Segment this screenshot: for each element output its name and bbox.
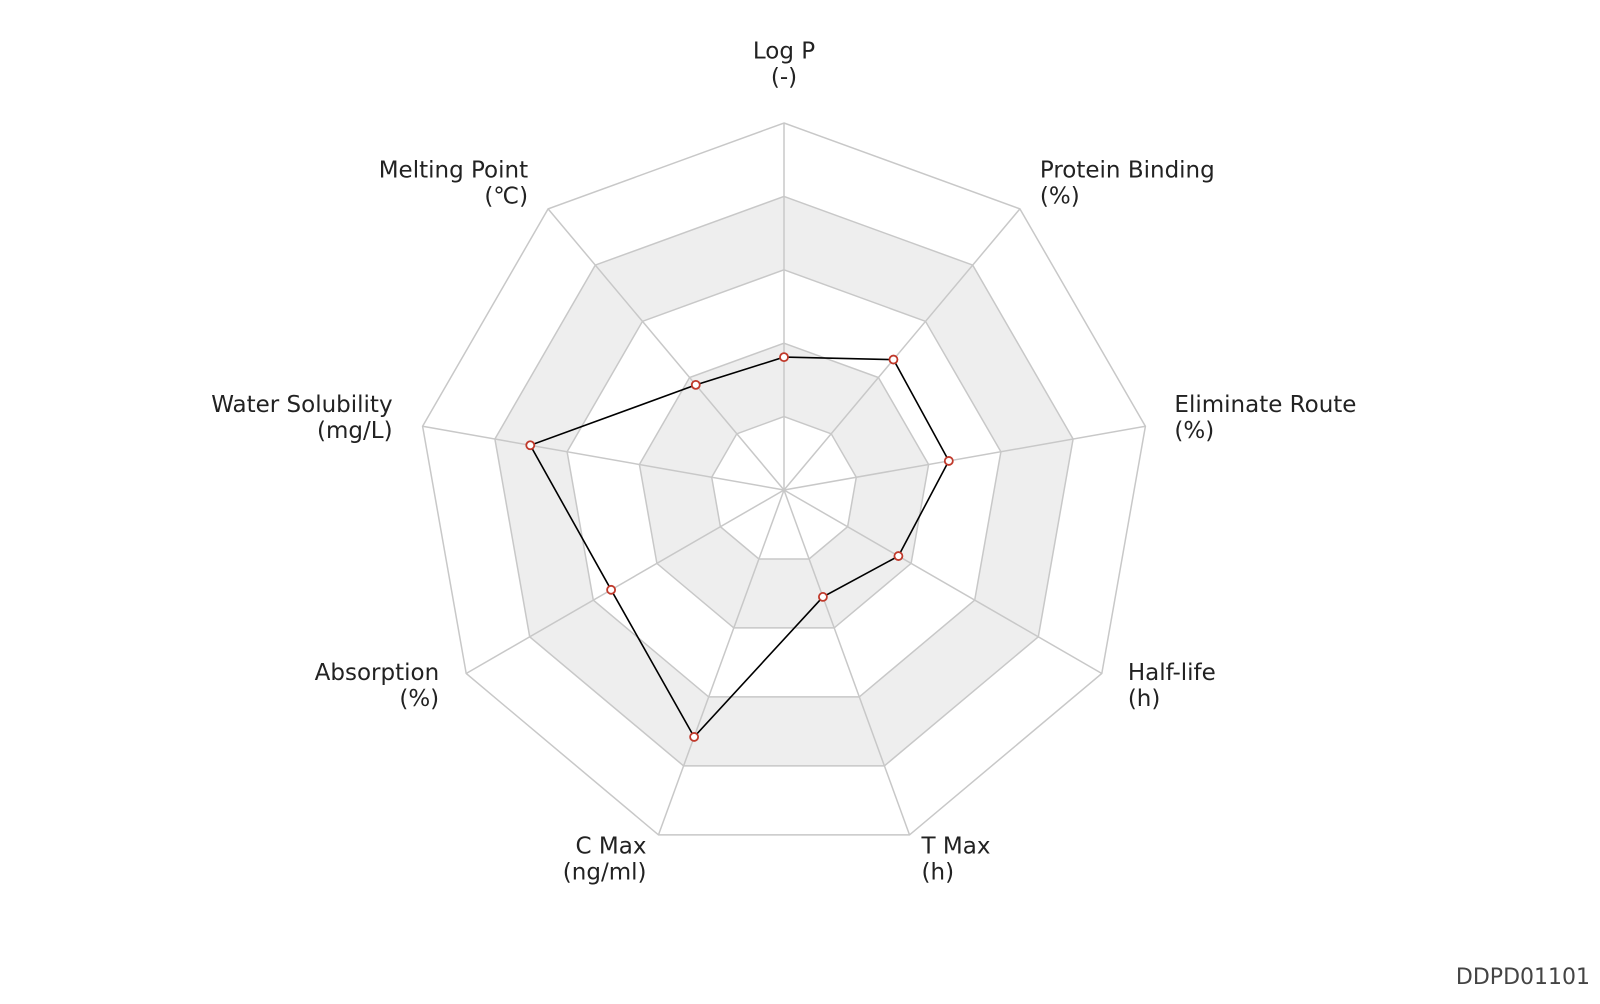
- axis-label: Melting Point: [379, 157, 528, 183]
- grid-ring: [638, 342, 930, 629]
- axis-unit: (h): [1128, 686, 1161, 712]
- axis-spoke: [465, 489, 785, 675]
- axis-spoke: [657, 489, 785, 836]
- data-point: [943, 456, 954, 466]
- data-line: [529, 356, 950, 739]
- axis-spoke: [422, 425, 785, 491]
- axis-unit: (%): [399, 686, 439, 712]
- axis-label: Log P: [753, 39, 815, 65]
- data-layer: [525, 352, 954, 742]
- axis-unit: (mg/L): [317, 418, 393, 444]
- data-point: [779, 352, 789, 363]
- axis-label: Eliminate Route: [1174, 392, 1356, 418]
- axis-spoke: [783, 489, 911, 836]
- axis-unit: (℃): [484, 183, 528, 209]
- grid-ring: [421, 122, 1147, 836]
- axis-spoke: [783, 208, 1021, 491]
- grid-ring: [710, 415, 858, 560]
- axis-label: T Max: [921, 833, 991, 859]
- grid-ring: [494, 195, 1074, 767]
- axis-label: Absorption: [315, 660, 440, 686]
- grid: [421, 122, 1147, 836]
- data-point: [689, 732, 700, 742]
- data-point: [690, 379, 701, 390]
- data-point: [888, 354, 899, 365]
- footer-id: DDPD01101: [1456, 965, 1590, 990]
- axis-unit: (%): [1174, 418, 1214, 444]
- axis-unit: (ng/ml): [563, 859, 647, 885]
- axis-spoke: [547, 208, 785, 491]
- data-point: [606, 584, 616, 595]
- axis-label: C Max: [576, 833, 647, 859]
- axis-spoke: [783, 489, 1103, 675]
- axis-unit: (h): [922, 859, 955, 885]
- axis-label: Half-life: [1128, 660, 1216, 686]
- axis-label: Protein Binding: [1040, 157, 1215, 183]
- axis-unit: (-): [771, 65, 797, 91]
- grid-ring: [566, 269, 1002, 698]
- data-point: [818, 592, 828, 602]
- grid-band: [639, 343, 929, 628]
- data-point: [525, 440, 536, 451]
- axis-label: Water Solubility: [211, 392, 392, 418]
- axis-spoke: [783, 425, 1146, 491]
- axis-unit: (%): [1040, 183, 1080, 209]
- data-point: [893, 551, 904, 561]
